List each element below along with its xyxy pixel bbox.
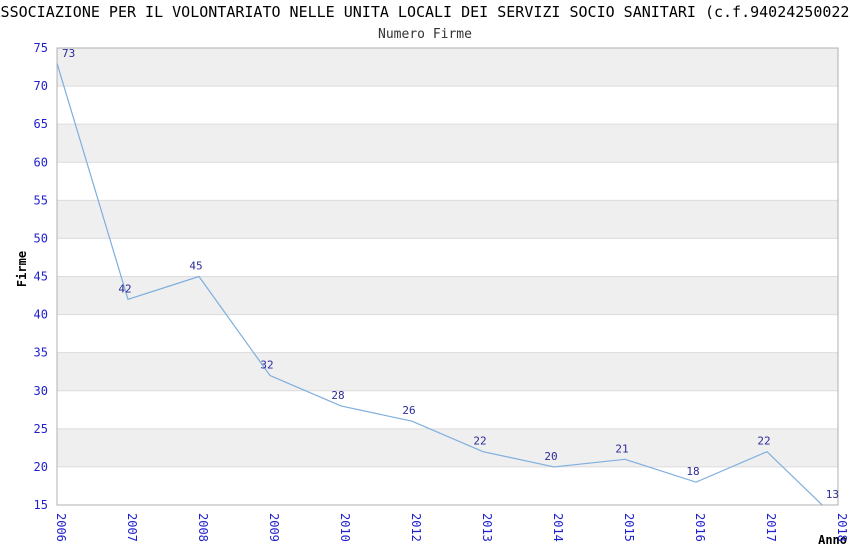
data-point-label: 13 [826, 488, 839, 501]
data-point-label: 45 [189, 260, 202, 273]
data-point-label: 73 [62, 47, 75, 60]
chart-subtitle: Numero Firme [378, 27, 472, 42]
x-tick-label: 2016 [693, 513, 707, 542]
y-tick-label: 50 [34, 231, 48, 245]
data-point-label: 32 [260, 359, 273, 372]
y-tick-label: 55 [34, 193, 48, 207]
y-tick-label: 45 [34, 270, 48, 284]
y-tick-label: 40 [34, 308, 48, 322]
y-tick-label: 60 [34, 155, 48, 169]
x-axis-title: Anno [818, 533, 847, 547]
x-tick-label: 2013 [480, 513, 494, 542]
x-tick-label: 2015 [622, 513, 636, 542]
x-tick-label: 2006 [54, 513, 68, 542]
background-band [57, 200, 838, 239]
data-point-label: 22 [473, 435, 486, 448]
background-band [57, 124, 838, 163]
data-point-label: 21 [615, 442, 628, 455]
y-tick-label: 30 [34, 384, 48, 398]
y-tick-label: 25 [34, 422, 48, 436]
x-tick-label: 2017 [764, 513, 778, 542]
x-tick-label: 2010 [338, 513, 352, 542]
data-point-label: 42 [118, 282, 131, 295]
background-band [57, 48, 838, 87]
x-tick-label: 2009 [267, 513, 281, 542]
data-point-label: 18 [686, 465, 699, 478]
y-tick-label: 70 [34, 79, 48, 93]
plot-border [56, 47, 839, 506]
data-point-label: 26 [402, 404, 415, 417]
data-point-label: 22 [757, 435, 770, 448]
x-tick-label: 2012 [409, 513, 423, 542]
background-band [57, 428, 838, 467]
y-tick-label: 35 [34, 346, 48, 360]
y-tick-label: 65 [34, 117, 48, 131]
x-tick-label: 2018 [835, 513, 849, 542]
data-line [57, 63, 824, 505]
background-band [57, 276, 838, 315]
y-tick-label: 75 [34, 41, 48, 55]
background-band [57, 352, 838, 391]
x-tick-label: 2014 [551, 513, 565, 542]
y-tick-label: 20 [34, 460, 48, 474]
x-tick-label: 2008 [196, 513, 210, 542]
chart-title: ASSOCIAZIONE PER IL VOLONTARIATO NELLE U… [0, 3, 850, 21]
x-tick-label: 2007 [125, 513, 139, 542]
data-point-label: 28 [331, 389, 344, 402]
y-tick-label: 15 [34, 498, 48, 512]
data-point-label: 20 [544, 450, 557, 463]
